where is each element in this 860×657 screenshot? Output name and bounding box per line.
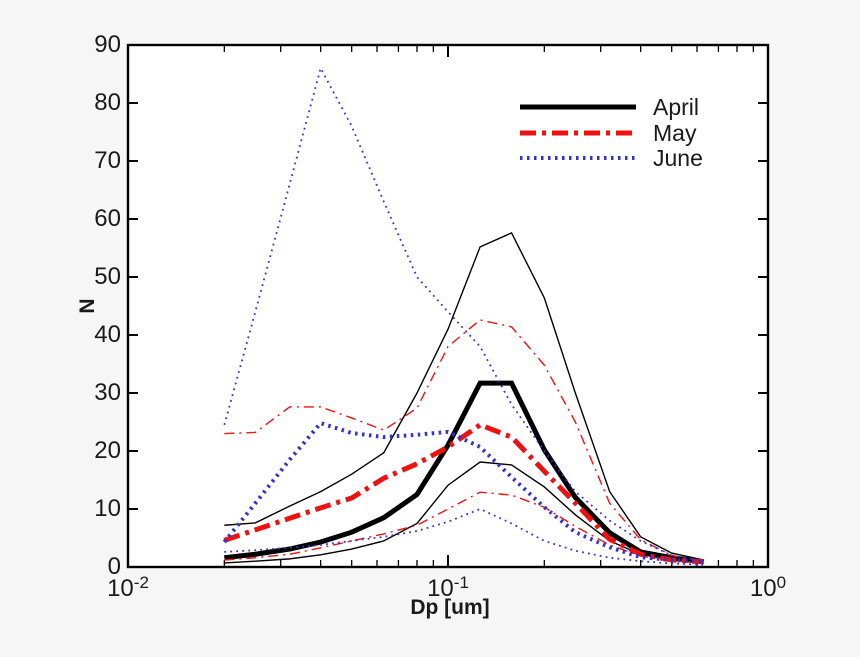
y-tick-label: 0 [107,553,121,580]
y-tick-label: 40 [94,321,121,348]
series-april-mean [224,380,705,565]
series-may-mean [223,422,704,565]
legend-label-june: June [653,145,703,171]
y-tick-label: 60 [94,205,121,232]
series-april-upper [224,232,704,561]
y-tick-label: 70 [94,147,121,174]
series-april-lower [224,461,704,564]
plot-area [128,45,768,567]
legend-label-may: May [653,120,697,146]
series-june-upper [223,65,704,563]
series-june-lower [224,508,704,566]
legend-label-april: April [653,94,700,120]
y-tick-label: 50 [94,263,121,290]
y-tick-label: 90 [94,31,121,58]
y-axis-label: N [76,298,99,314]
series-may-upper [224,319,704,562]
x-tick-label: 10-1 [427,573,469,602]
plot-frame [126,43,770,569]
y-tick-label: 30 [94,379,121,406]
y-tick-label: 10 [94,495,121,522]
y-tick-label: 20 [94,437,121,464]
x-axis-label: Dp [um] [410,596,490,619]
x-tick-label: 100 [749,573,787,602]
y-tick-label: 80 [94,89,121,116]
x-tick-label: 10-2 [107,573,149,602]
